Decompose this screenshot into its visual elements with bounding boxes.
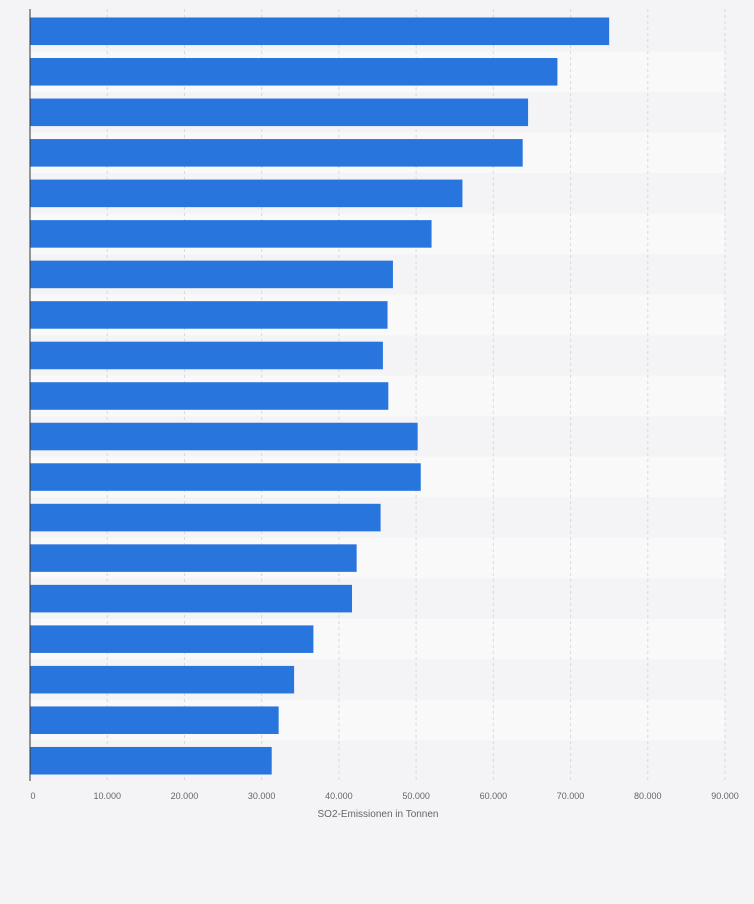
bar[interactable] bbox=[30, 544, 357, 572]
bar[interactable] bbox=[30, 746, 272, 775]
bar[interactable] bbox=[30, 17, 610, 46]
bar[interactable] bbox=[30, 179, 463, 208]
bar[interactable] bbox=[30, 220, 432, 248]
x-tick-label: 20.000 bbox=[171, 791, 199, 801]
x-tick-label: 50.000 bbox=[402, 791, 430, 801]
bar[interactable] bbox=[30, 98, 529, 127]
bar[interactable] bbox=[30, 422, 418, 451]
bar[interactable] bbox=[30, 260, 393, 289]
x-tick-label: 80.000 bbox=[634, 791, 662, 801]
bar[interactable] bbox=[30, 301, 388, 329]
x-tick-label: 40.000 bbox=[325, 791, 353, 801]
x-axis-title: SO2-Emissionen in Tonnen bbox=[318, 809, 439, 820]
x-tick-label: 0 bbox=[30, 791, 35, 801]
x-tick-label: 60.000 bbox=[480, 791, 508, 801]
bar[interactable] bbox=[30, 463, 421, 491]
x-tick-label: 30.000 bbox=[248, 791, 276, 801]
bar[interactable] bbox=[30, 625, 314, 653]
bar[interactable] bbox=[30, 665, 295, 694]
bar[interactable] bbox=[30, 382, 389, 410]
bar[interactable] bbox=[30, 341, 383, 370]
x-tick-label: 70.000 bbox=[557, 791, 585, 801]
bar[interactable] bbox=[30, 58, 558, 86]
bar[interactable] bbox=[30, 503, 381, 532]
bar[interactable] bbox=[30, 139, 523, 167]
x-tick-label: 90.000 bbox=[711, 791, 739, 801]
x-tick-label: 10.000 bbox=[93, 791, 121, 801]
bar[interactable] bbox=[30, 584, 353, 613]
bar[interactable] bbox=[30, 706, 279, 734]
